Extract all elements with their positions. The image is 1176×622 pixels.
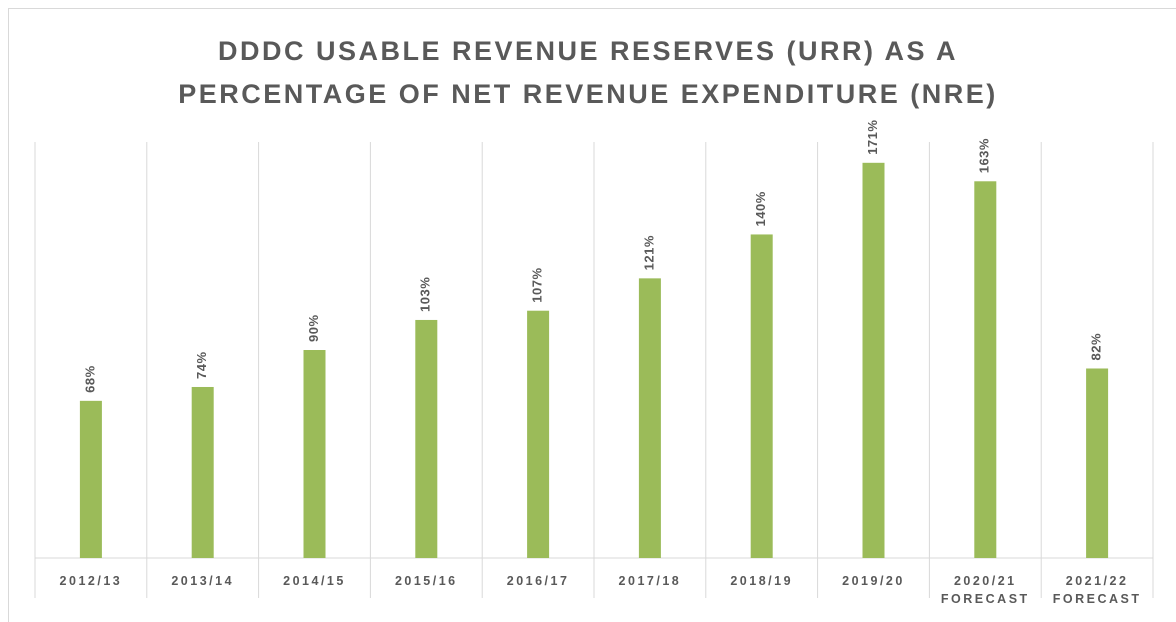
x-tick-label: 2019/20 bbox=[842, 574, 905, 588]
data-label: 171% bbox=[865, 120, 880, 155]
bar bbox=[1086, 368, 1109, 558]
bar bbox=[750, 234, 773, 558]
data-label: 74% bbox=[194, 351, 209, 379]
data-label: 103% bbox=[418, 277, 433, 312]
bar bbox=[415, 319, 438, 558]
data-label: 107% bbox=[530, 267, 545, 302]
x-tick-label: 2018/19 bbox=[730, 574, 794, 588]
bar bbox=[638, 278, 661, 558]
x-tick-label: 2016/17 bbox=[506, 574, 570, 588]
x-tick-label: 2020/21 FORECAST bbox=[940, 574, 1030, 606]
bar bbox=[191, 386, 214, 558]
chart-title: DDDC USABLE REVENUE RESERVES (URR) AS A … bbox=[178, 36, 998, 109]
bar bbox=[527, 310, 550, 558]
chart-frame bbox=[8, 8, 1176, 622]
data-label: 68% bbox=[82, 365, 97, 393]
data-label: 90% bbox=[306, 314, 321, 342]
bar bbox=[79, 400, 102, 558]
data-label: 82% bbox=[1089, 333, 1104, 361]
data-label: 121% bbox=[641, 235, 656, 270]
x-tick-label: 2017/18 bbox=[618, 574, 682, 588]
data-label: 140% bbox=[753, 191, 768, 226]
data-label: 163% bbox=[977, 138, 992, 173]
x-tick-label: 2014/15 bbox=[283, 574, 346, 588]
bar bbox=[303, 350, 326, 558]
x-tick-label: 2013/14 bbox=[171, 574, 235, 588]
bar bbox=[862, 162, 885, 559]
x-tick-label: 2012/13 bbox=[59, 574, 123, 588]
bar bbox=[974, 181, 997, 559]
x-tick-label: 2021/22 FORECAST bbox=[1052, 574, 1142, 606]
x-tick-label: 2015/16 bbox=[394, 574, 458, 588]
